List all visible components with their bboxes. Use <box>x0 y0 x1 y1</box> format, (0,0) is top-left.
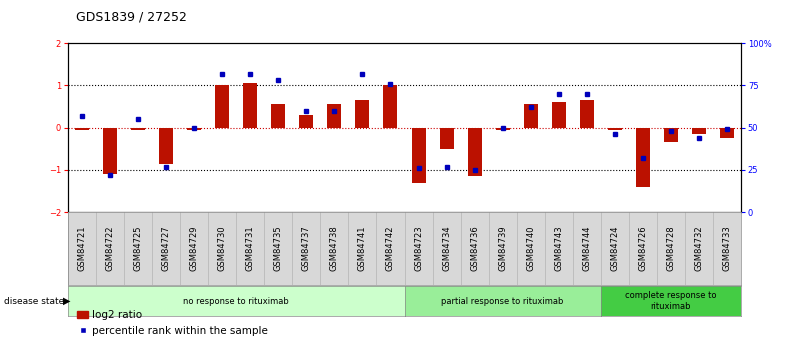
Bar <box>215 85 229 128</box>
Text: partial response to rituximab: partial response to rituximab <box>441 296 564 306</box>
Text: GSM84734: GSM84734 <box>442 226 451 271</box>
Text: GSM84725: GSM84725 <box>134 226 143 271</box>
Text: GSM84742: GSM84742 <box>386 226 395 271</box>
Bar <box>552 102 566 128</box>
Text: GSM84721: GSM84721 <box>78 226 87 271</box>
Text: GSM84744: GSM84744 <box>582 226 591 271</box>
Text: GSM84731: GSM84731 <box>246 226 255 271</box>
Bar <box>580 100 594 128</box>
Text: ▶: ▶ <box>62 296 70 306</box>
Bar <box>664 128 678 142</box>
Legend: log2 ratio, percentile rank within the sample: log2 ratio, percentile rank within the s… <box>74 306 272 340</box>
Bar <box>328 105 341 128</box>
Text: GSM84735: GSM84735 <box>274 226 283 271</box>
Bar <box>692 128 706 134</box>
Bar <box>244 83 257 128</box>
Text: GSM84724: GSM84724 <box>610 226 619 271</box>
Bar <box>720 128 734 138</box>
Bar <box>636 128 650 187</box>
Bar <box>356 100 369 128</box>
Bar <box>300 115 313 128</box>
Bar <box>272 105 285 128</box>
Text: GSM84736: GSM84736 <box>470 226 479 271</box>
Text: GSM84737: GSM84737 <box>302 226 311 271</box>
Text: GDS1839 / 27252: GDS1839 / 27252 <box>76 10 187 23</box>
Bar <box>440 128 453 149</box>
Bar <box>103 128 117 174</box>
Bar <box>187 128 201 130</box>
Bar <box>524 105 537 128</box>
Text: GSM84733: GSM84733 <box>723 226 731 271</box>
Bar <box>75 128 89 130</box>
Text: GSM84727: GSM84727 <box>162 226 171 271</box>
Text: GSM84741: GSM84741 <box>358 226 367 271</box>
Bar <box>384 85 397 128</box>
Bar <box>468 128 481 176</box>
Text: GSM84726: GSM84726 <box>638 226 647 271</box>
Text: complete response to
rituximab: complete response to rituximab <box>625 291 717 311</box>
Text: GSM84743: GSM84743 <box>554 226 563 271</box>
Text: GSM84738: GSM84738 <box>330 226 339 271</box>
Text: no response to rituximab: no response to rituximab <box>183 296 289 306</box>
Bar <box>412 128 425 183</box>
Bar <box>496 128 509 130</box>
Bar <box>608 128 622 130</box>
Text: disease state: disease state <box>4 297 64 306</box>
Text: GSM84739: GSM84739 <box>498 226 507 271</box>
Text: GSM84723: GSM84723 <box>414 226 423 271</box>
Bar <box>159 128 173 164</box>
Text: GSM84740: GSM84740 <box>526 226 535 271</box>
Bar <box>131 128 145 130</box>
Text: GSM84729: GSM84729 <box>190 226 199 271</box>
Text: GSM84730: GSM84730 <box>218 226 227 271</box>
Text: GSM84728: GSM84728 <box>666 226 675 271</box>
Text: GSM84732: GSM84732 <box>694 226 703 271</box>
Text: GSM84722: GSM84722 <box>106 226 115 271</box>
